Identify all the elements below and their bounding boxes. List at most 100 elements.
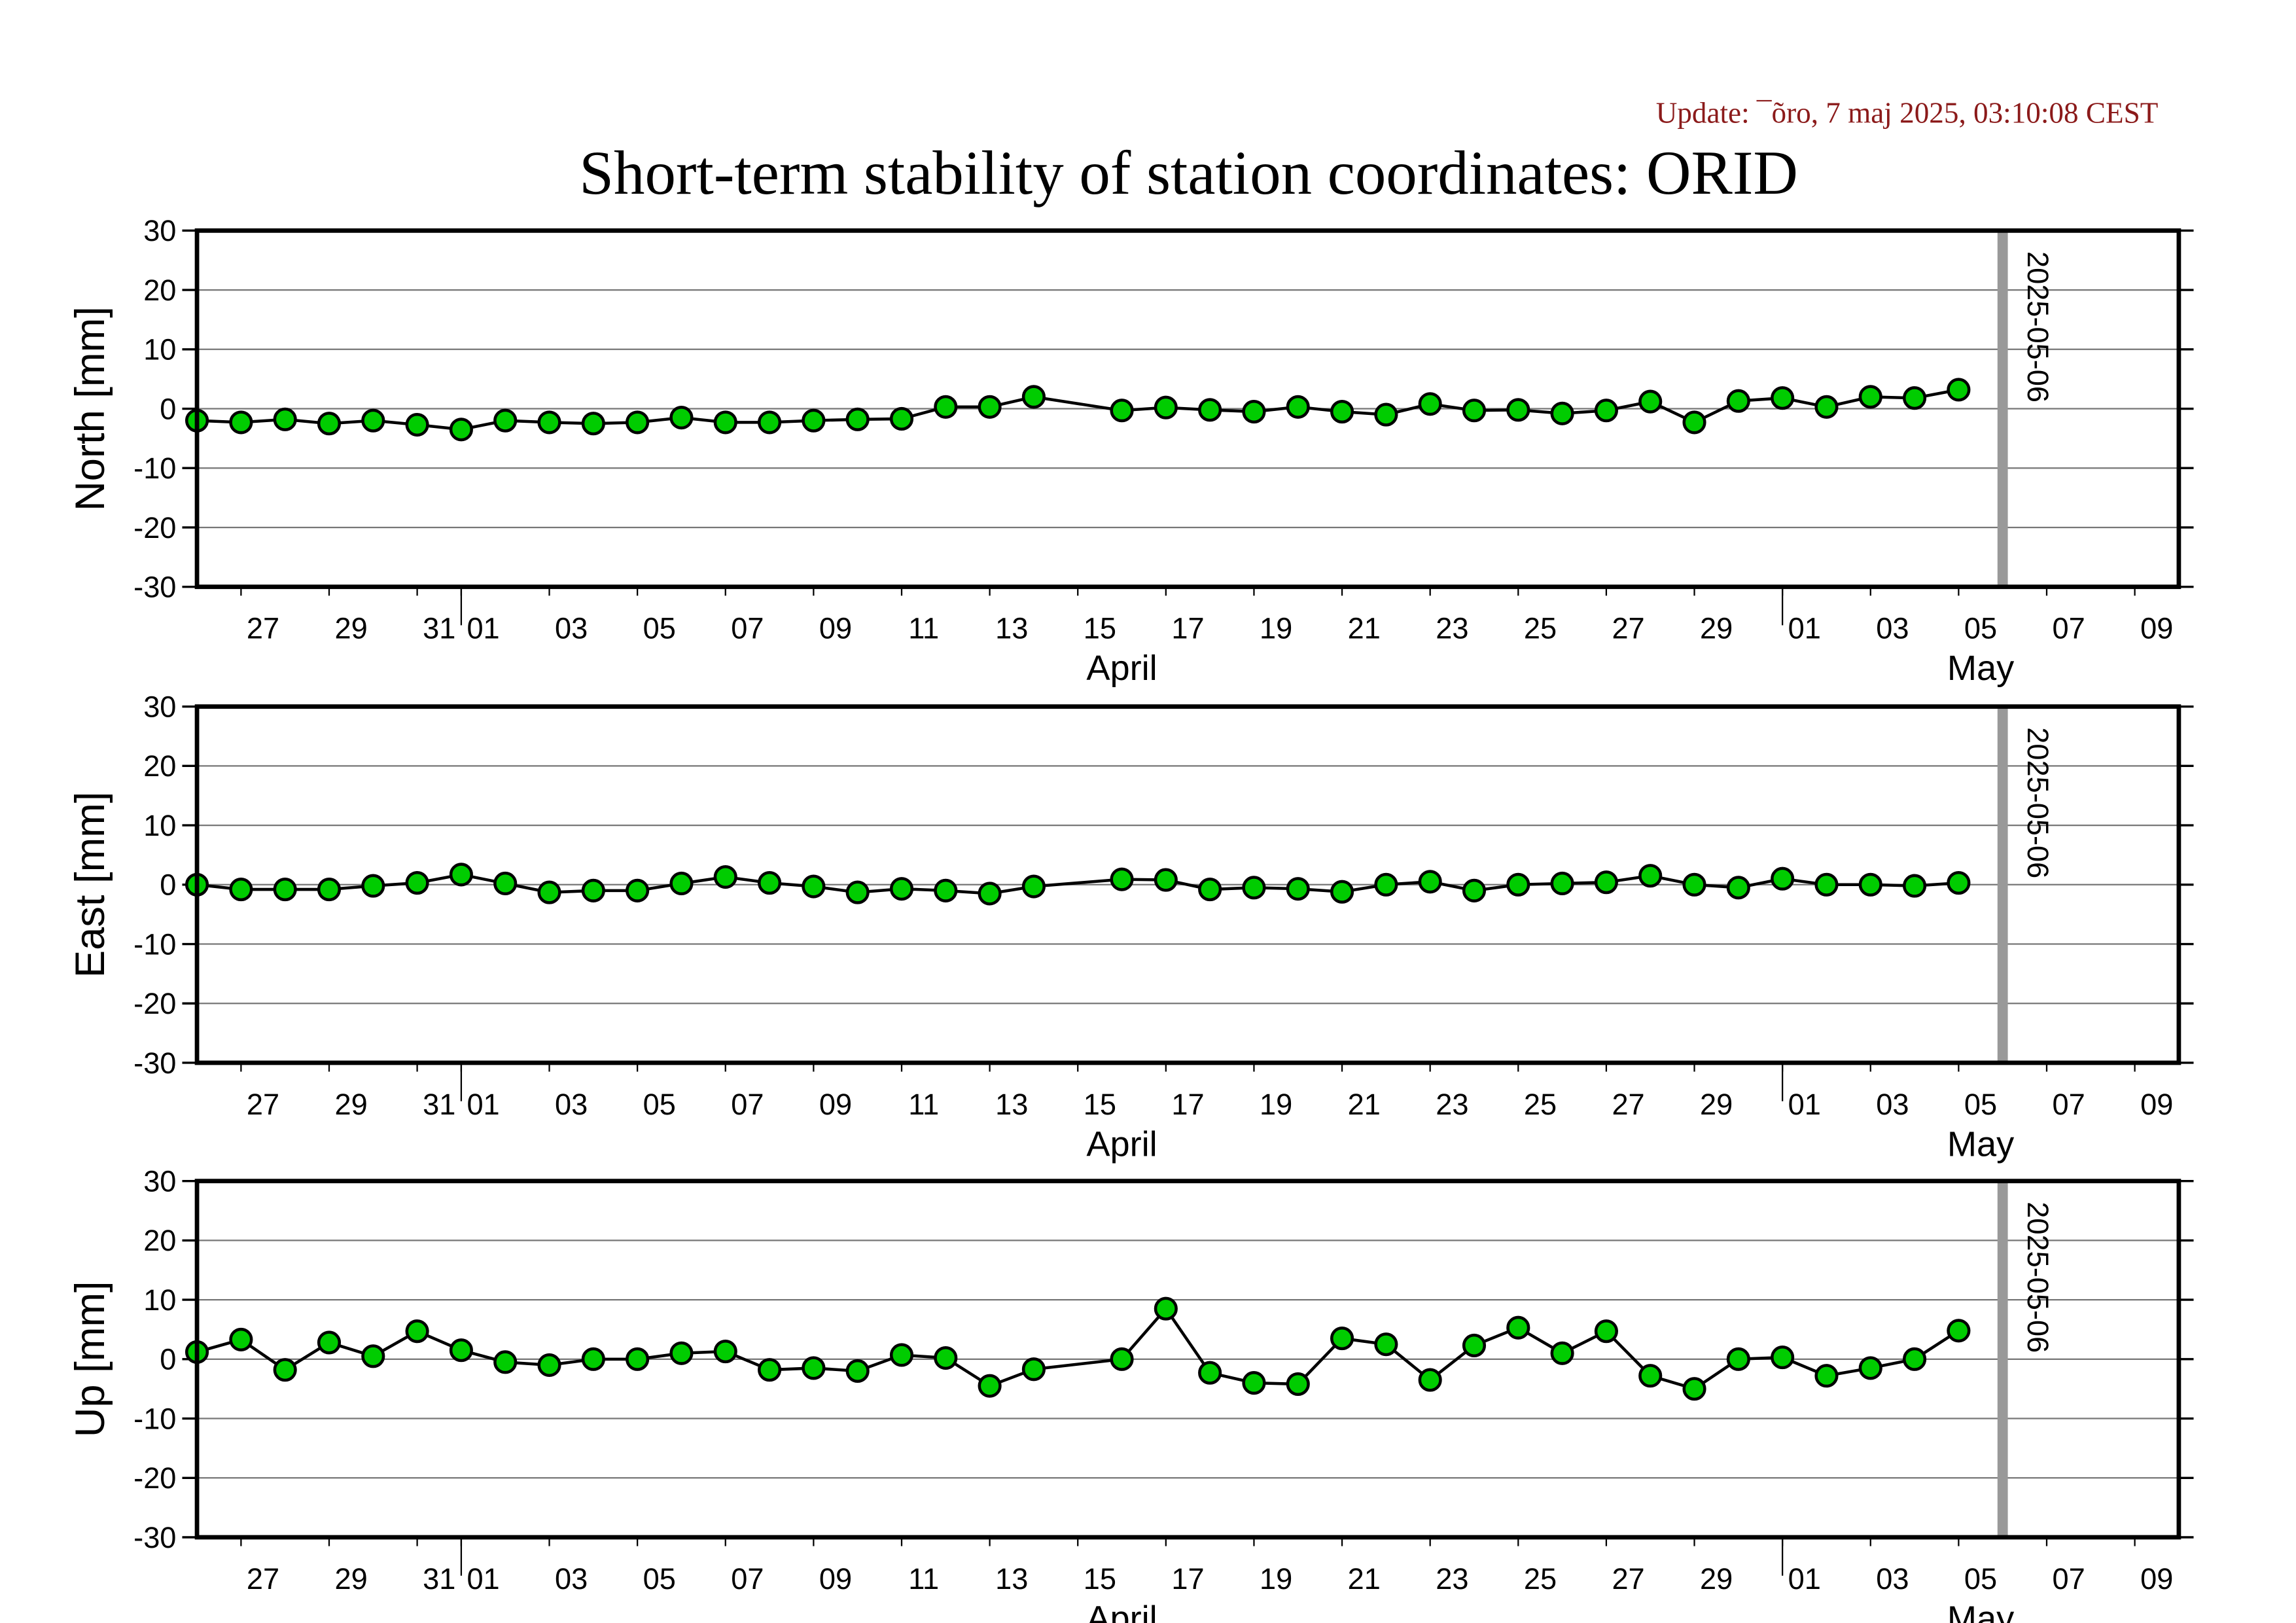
x-tick-label: 03 (1876, 1562, 1909, 1596)
x-tick-label: 29 (1700, 1088, 1733, 1121)
plot-frame (194, 704, 2181, 1065)
x-tick-label: 13 (995, 1562, 1028, 1596)
data-point (493, 871, 518, 896)
data-point (1726, 876, 1750, 900)
data-point (1594, 870, 1618, 895)
x-tick-label: 31 (423, 1088, 455, 1121)
data-point (1771, 866, 1795, 891)
x-tick-label: 27 (1612, 1562, 1644, 1596)
data-point (1286, 1372, 1310, 1397)
x-tick-label: 11 (908, 1562, 939, 1596)
month-label: April (1086, 649, 1157, 688)
series-line (196, 873, 1959, 895)
y-tick-label: 30 (143, 1164, 176, 1198)
x-tick-label: 11 (908, 612, 939, 645)
x-tick-label: 25 (1524, 612, 1557, 645)
data-point (669, 871, 694, 896)
data-point (802, 408, 826, 433)
x-tick-label: 25 (1524, 1088, 1557, 1121)
x-tick-label: 07 (2053, 1562, 2085, 1596)
data-point (1110, 1347, 1134, 1371)
data-point (1198, 1361, 1222, 1385)
data-point (1682, 1377, 1706, 1401)
y-tick-label: 30 (143, 690, 176, 723)
data-point (581, 412, 605, 436)
data-point (1638, 389, 1663, 414)
x-tick-label: 17 (1171, 612, 1204, 645)
x-tick-label: 23 (1436, 1088, 1468, 1121)
data-point (449, 1338, 473, 1363)
data-point (1638, 1364, 1663, 1388)
data-point (669, 406, 694, 430)
x-tick-label: 01 (467, 612, 499, 645)
x-tick-label: 01 (1788, 1088, 1821, 1121)
x-tick-label: 07 (2053, 612, 2085, 645)
update-text: Update: ¯õro, 7 maj 2025, 03:10:08 CEST (1656, 96, 2159, 129)
y-tick-label: -10 (133, 1402, 176, 1435)
data-point (1902, 1347, 1927, 1371)
data-point (934, 1346, 958, 1370)
plot-frame (194, 228, 2181, 590)
event-label: 2025-05-06 (2021, 727, 2055, 878)
data-point (361, 1344, 385, 1368)
y-axis-label: Up [mm] (67, 1281, 113, 1437)
data-point (1021, 874, 1046, 899)
plot-frame (194, 1179, 2181, 1540)
x-tick-label: 09 (819, 1088, 852, 1121)
data-point (845, 880, 870, 904)
x-tick-label: 05 (643, 1088, 676, 1121)
data-point (1814, 395, 1839, 419)
data-point (317, 412, 342, 436)
data-point (229, 1327, 253, 1351)
x-tick-label: 23 (1436, 1562, 1468, 1596)
month-label: May (1947, 1599, 2014, 1623)
y-tick-label: 0 (160, 1343, 176, 1376)
data-point (317, 877, 342, 902)
data-point (889, 1343, 914, 1367)
data-point (1506, 1315, 1530, 1340)
data-point (1198, 398, 1222, 422)
data-point (1418, 392, 1442, 416)
y-tick-label: -20 (133, 1461, 176, 1495)
x-tick-label: 01 (467, 1562, 499, 1596)
data-point (1771, 386, 1795, 410)
data-point (1198, 877, 1222, 902)
series-line (196, 1306, 1960, 1391)
month-label: April (1086, 1124, 1157, 1164)
data-point (1594, 399, 1618, 423)
data-point (1242, 1371, 1266, 1395)
x-tick-label: 05 (643, 612, 676, 645)
data-point (1858, 385, 1882, 409)
data-point (1726, 389, 1750, 413)
data-point (581, 1347, 605, 1371)
data-point (493, 408, 518, 433)
data-point (1418, 870, 1442, 894)
x-tick-label: 05 (643, 1562, 676, 1596)
data-point (845, 1359, 870, 1383)
y-tick-label: -30 (133, 1521, 176, 1554)
y-tick-label: -10 (133, 927, 176, 961)
data-point (713, 865, 737, 889)
data-point (1947, 378, 1971, 402)
x-tick-label: 29 (335, 612, 368, 645)
y-tick-label: 10 (143, 1283, 176, 1317)
x-tick-label: 03 (1876, 1088, 1909, 1121)
data-point (493, 1350, 518, 1374)
data-point (1286, 395, 1310, 419)
y-axis-label: North [mm] (67, 306, 113, 511)
data-point (757, 1358, 782, 1382)
x-tick-label: 21 (1348, 612, 1381, 645)
x-tick-label: 29 (335, 1562, 368, 1596)
data-point (757, 871, 782, 895)
x-tick-label: 03 (1876, 612, 1909, 645)
y-tick-label: 20 (143, 749, 176, 783)
data-point (229, 877, 253, 902)
x-tick-label: 05 (1964, 612, 1997, 645)
data-point (1771, 1346, 1795, 1370)
x-tick-label: 23 (1436, 612, 1468, 645)
x-tick-label: 09 (2140, 1088, 2173, 1121)
x-tick-label: 29 (1700, 612, 1733, 645)
data-point (1330, 880, 1354, 904)
data-point (581, 878, 605, 902)
